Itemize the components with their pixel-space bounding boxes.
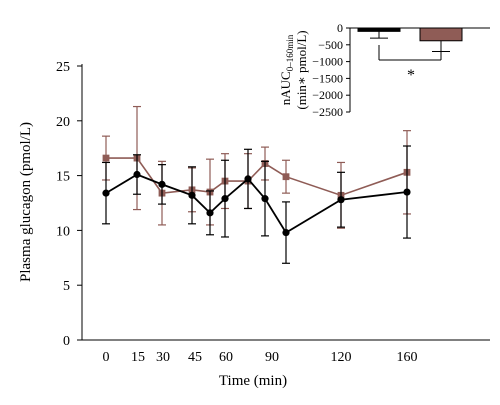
x-tick-label: 60 bbox=[219, 350, 233, 365]
main-y-ticks: 0 5 10 15 20 25 bbox=[56, 60, 82, 349]
main-x-ticks: 0 15 30 45 60 90 120 160 bbox=[103, 350, 418, 365]
data-point bbox=[188, 191, 196, 199]
significance-star: * bbox=[407, 67, 415, 84]
data-point bbox=[102, 189, 110, 197]
y-tick-label: 0 bbox=[63, 334, 70, 349]
data-point bbox=[133, 170, 141, 179]
inset-bar bbox=[357, 27, 401, 32]
data-point bbox=[102, 154, 110, 162]
x-tick-label: 45 bbox=[188, 350, 202, 365]
series-1 bbox=[102, 145, 411, 264]
inset-y-tick-label: −500 bbox=[318, 38, 343, 52]
y-tick-label: 5 bbox=[63, 279, 70, 294]
inset-y-tick-label: 0 bbox=[337, 21, 343, 35]
data-point bbox=[337, 196, 345, 204]
x-axis-title: Time (min) bbox=[219, 373, 287, 389]
y-tick-label: 25 bbox=[56, 60, 70, 75]
y-tick-label: 10 bbox=[56, 224, 70, 239]
data-point bbox=[221, 195, 229, 203]
inset-y-title-line1: nAUC0–160min bbox=[278, 34, 295, 105]
inset-y-title-line2: (min∗ pmol/L) bbox=[294, 30, 309, 109]
inset-y-tick-label: −1500 bbox=[312, 71, 343, 85]
main-series-group bbox=[102, 105, 411, 264]
data-point bbox=[282, 228, 290, 237]
y-tick-label: 15 bbox=[56, 170, 70, 185]
inset-y-tick-label: −2000 bbox=[312, 88, 343, 102]
data-point bbox=[261, 195, 269, 203]
series-line bbox=[105, 173, 408, 234]
x-tick-label: 30 bbox=[156, 350, 170, 365]
data-point bbox=[282, 173, 290, 181]
x-tick-label: 160 bbox=[397, 350, 418, 365]
inset-plot: 0 −500 −1000 −1500 −2000 −2500 * nAUC0–160min… bbox=[278, 21, 490, 119]
x-tick-label: 15 bbox=[131, 350, 145, 365]
data-point bbox=[206, 209, 214, 217]
series-2 bbox=[102, 105, 411, 229]
inset-y-title-base: nAUC bbox=[278, 71, 293, 105]
inset-y-title-sub: 0–160min bbox=[285, 34, 295, 71]
inset-bars-group bbox=[357, 27, 463, 53]
inset-bar bbox=[419, 27, 463, 42]
x-tick-label: 0 bbox=[103, 350, 110, 365]
data-point bbox=[403, 188, 411, 196]
inset-y-title: nAUC0–160min (min∗ pmol/L) bbox=[278, 30, 309, 109]
inset-y-tick-label: −1000 bbox=[312, 55, 343, 69]
data-point bbox=[158, 180, 166, 188]
inset-y-tick-label: −2500 bbox=[312, 105, 343, 119]
y-axis-title: Plasma glucagon (pmol/L) bbox=[18, 122, 34, 282]
x-tick-label: 120 bbox=[331, 350, 352, 365]
significance-bracket: * bbox=[378, 45, 442, 84]
y-tick-label: 20 bbox=[56, 115, 70, 130]
data-point bbox=[244, 175, 252, 183]
x-tick-label: 90 bbox=[265, 350, 279, 365]
inset-y-ticks: 0 −500 −1000 −1500 −2000 −2500 bbox=[312, 21, 350, 119]
